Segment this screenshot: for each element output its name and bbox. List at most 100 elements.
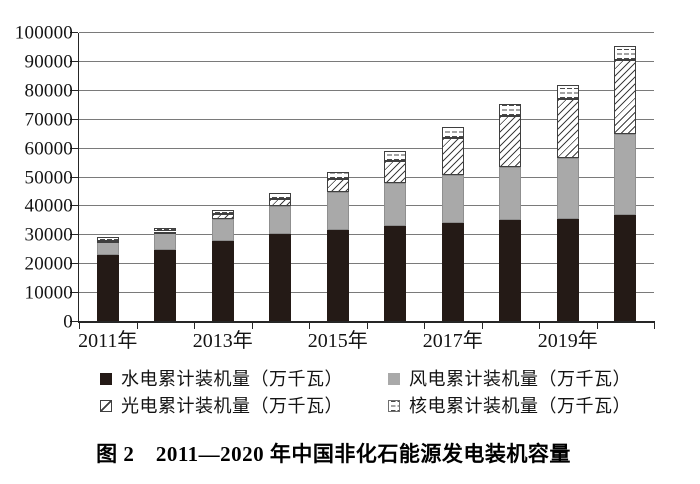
x-tick-7 [481, 323, 483, 329]
gridline-80000 [79, 89, 654, 91]
bar-2017年-solar [441, 137, 464, 176]
gridline-90000 [79, 60, 654, 62]
bar-2013年-solar [211, 214, 234, 219]
x-axis-label-2015年: 2015年 [307, 330, 368, 352]
x-axis-label-2017年: 2017年 [422, 330, 483, 352]
y-tick-10000 [70, 292, 78, 294]
bar-2020年-solar [614, 60, 637, 134]
legend-label-solar: 光电累计装机量（万千瓦） [121, 395, 343, 416]
legend-item-hydro: 水电累计装机量（万千瓦） [100, 370, 388, 388]
x-tick-2 [194, 323, 195, 329]
bar-2017年-wind [441, 175, 464, 223]
legend-label-wind: 风电累计装机量（万千瓦） [409, 368, 631, 389]
gridline-10000 [79, 292, 654, 294]
y-axis-label-0: 0 [63, 311, 73, 333]
bar-2014年-solar [269, 198, 292, 206]
bar-2019年-hydro [556, 219, 579, 322]
bar-2016年-solar [384, 160, 407, 184]
gridline-30000 [79, 234, 654, 236]
bar-2019年-solar [556, 99, 579, 159]
nuclear-swatch-icon [388, 399, 400, 412]
x-tick-4 [309, 323, 310, 329]
bar-2014年-wind [269, 205, 292, 234]
y-axis-label-50000: 50000 [24, 167, 73, 188]
bar-2015年-nuclear [326, 171, 349, 180]
bar-2020年-nuclear [614, 46, 637, 61]
x-tick-3 [251, 323, 253, 329]
y-axis-label-80000: 80000 [24, 80, 73, 102]
bar-2011年-wind [96, 241, 119, 255]
x-tick-0 [79, 323, 80, 329]
bar-2020年-hydro [614, 215, 637, 322]
x-tick-6 [424, 323, 425, 329]
x-tick-8 [539, 323, 540, 329]
bar-2012年-hydro [154, 250, 177, 322]
bar-2012年-wind [154, 232, 177, 251]
y-tick-50000 [70, 176, 78, 178]
bar-2019年-wind [556, 158, 579, 219]
y-tick-100000 [70, 32, 78, 33]
bar-2013年-hydro [211, 240, 234, 322]
gridline-60000 [79, 147, 654, 149]
bar-2019年-nuclear [556, 85, 579, 100]
bar-2018年-hydro [499, 220, 522, 322]
bar-2011年-nuclear [96, 237, 119, 241]
bar-2016年-nuclear [384, 150, 407, 161]
y-tick-40000 [70, 205, 78, 207]
bar-2013年-nuclear [211, 210, 234, 215]
wind-swatch-icon [388, 372, 400, 385]
bar-2016年-hydro [384, 226, 407, 322]
y-tick-30000 [70, 234, 78, 236]
y-axis-label-30000: 30000 [24, 224, 73, 246]
bar-2014年-nuclear [269, 192, 292, 199]
y-axis-label-10000: 10000 [24, 282, 73, 304]
x-tick-5 [366, 323, 368, 329]
x-axis-label-2011年: 2011年 [78, 330, 138, 352]
y-axis-label-20000: 20000 [24, 253, 73, 275]
y-tick-90000 [70, 60, 78, 62]
y-axis-label-60000: 60000 [24, 138, 73, 160]
y-axis-label-70000: 70000 [24, 109, 73, 131]
bar-2014年-hydro [269, 233, 292, 322]
legend-item-nuclear: 核电累计装机量（万千瓦） [388, 397, 688, 415]
bar-2018年-solar [499, 116, 522, 167]
gridline-100000 [79, 32, 654, 33]
bar-2020年-wind [614, 133, 637, 216]
bar-2015年-solar [326, 179, 349, 192]
y-tick-20000 [70, 263, 78, 265]
bar-2018年-nuclear [499, 103, 522, 117]
bar-2017年-nuclear [441, 127, 464, 138]
bar-2016年-wind [384, 183, 407, 227]
bar-2015年-wind [326, 191, 349, 230]
gridline-20000 [79, 263, 654, 265]
x-tick-10 [654, 323, 655, 329]
y-axis-label-40000: 40000 [24, 195, 73, 217]
bar-2011年-hydro [96, 254, 119, 322]
y-axis-label-100000: 100000 [14, 22, 73, 44]
y-tick-0 [70, 321, 78, 322]
solar-swatch-icon [100, 399, 112, 412]
bar-2012年-nuclear [154, 227, 177, 232]
hydro-swatch-icon [100, 372, 112, 385]
legend-item-wind: 风电累计装机量（万千瓦） [388, 370, 688, 388]
bar-2017年-hydro [441, 222, 464, 322]
bar-2012年-solar [154, 231, 177, 234]
gridline-40000 [79, 205, 654, 207]
y-tick-60000 [70, 147, 78, 149]
chart-legend: 水电累计装机量（万千瓦） 风电累计装机量（万千瓦） 光电累计装机量（万千瓦） 核… [100, 365, 688, 419]
bar-2018年-wind [499, 166, 522, 221]
x-tick-9 [596, 323, 598, 329]
y-tick-70000 [70, 118, 78, 120]
x-axis-line [78, 321, 655, 323]
legend-item-solar: 光电累计装机量（万千瓦） [100, 397, 388, 415]
legend-label-hydro: 水电累计装机量（万千瓦） [121, 368, 343, 389]
bar-2011年-solar [96, 240, 119, 243]
gridline-50000 [79, 176, 654, 178]
legend-label-nuclear: 核电累计装机量（万千瓦） [409, 395, 631, 416]
x-axis-label-2013年: 2013年 [192, 330, 253, 352]
gridline-70000 [79, 118, 654, 120]
y-axis-line [78, 33, 79, 322]
bar-2015年-hydro [326, 229, 349, 322]
y-tick-80000 [70, 89, 78, 91]
